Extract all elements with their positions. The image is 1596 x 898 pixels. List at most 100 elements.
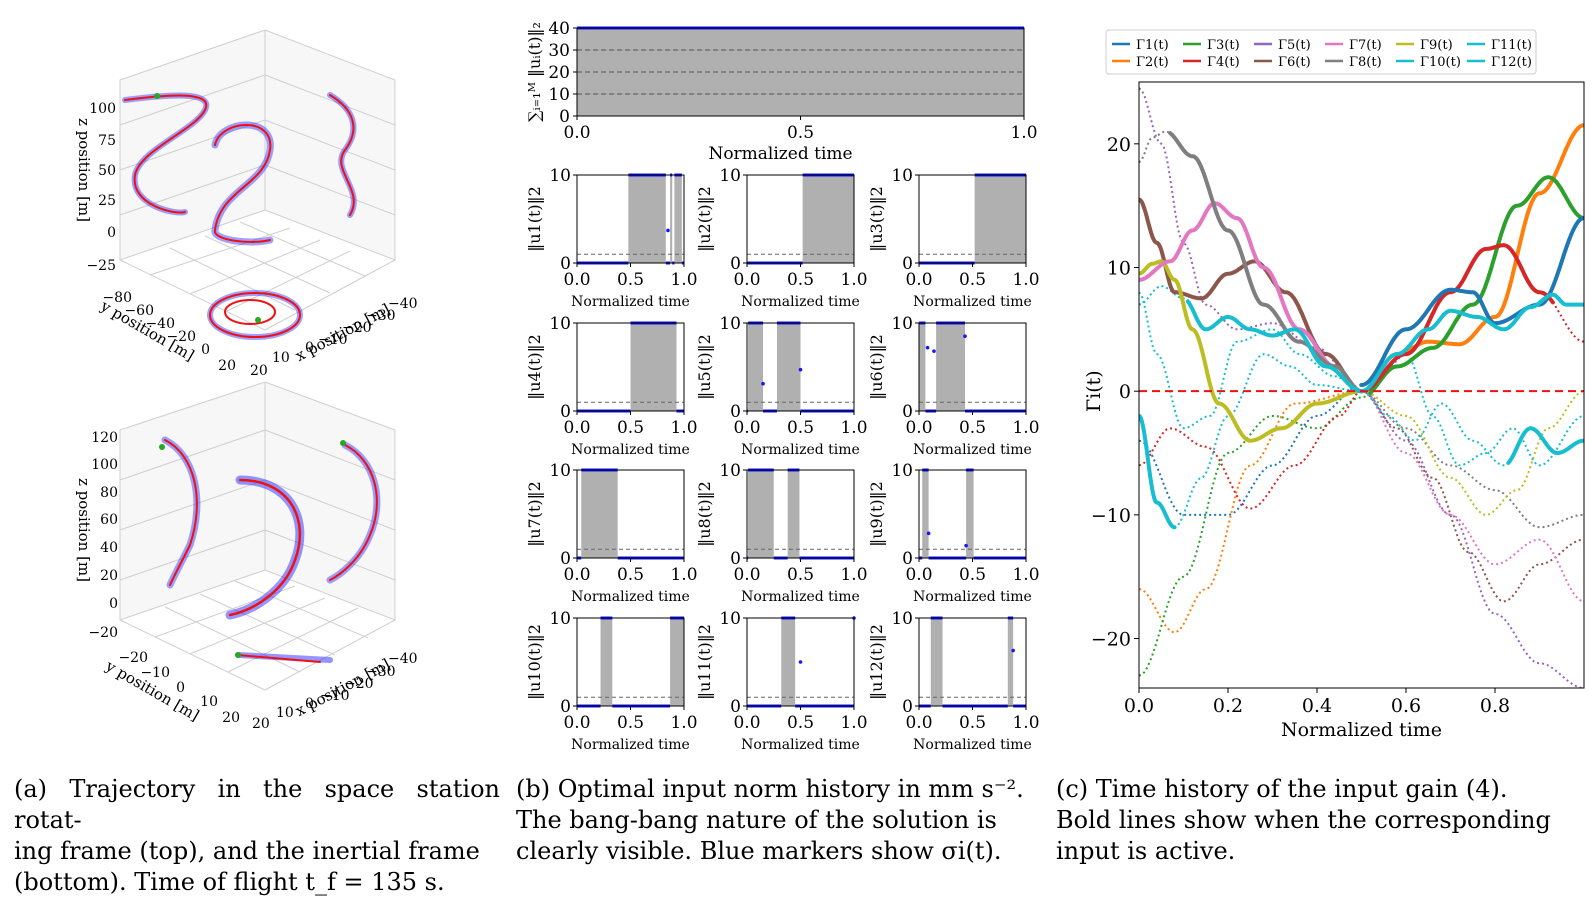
- input-xtick-label: 1.0: [670, 565, 697, 585]
- input-xtick-label: 0.0: [563, 713, 590, 733]
- gain-legend-label: Γ8(t): [1349, 55, 1382, 70]
- input-active-region: [974, 175, 1026, 263]
- input-xtick-label: 0.5: [617, 270, 644, 290]
- svg-text:−20: −20: [344, 676, 374, 692]
- panel-a: z position [m] y position [m] x position…: [0, 0, 510, 760]
- svg-text:40: 40: [100, 540, 118, 556]
- svg-text:−20: −20: [118, 650, 148, 666]
- sum-ytick-label: 0: [559, 107, 570, 127]
- caption-b-line: (b) Optimal input norm history in mm s⁻²…: [516, 775, 1024, 803]
- input-ytick-label: 0: [730, 254, 741, 274]
- panel-a-figure: z position [m] y position [m] x position…: [75, 29, 418, 732]
- input-ytick-label: 10: [549, 461, 571, 481]
- gain-ytick-label: −20: [1091, 629, 1131, 651]
- top-trajectory-xy-red: [209, 292, 301, 338]
- svg-text:−80: −80: [102, 290, 132, 306]
- input-xtick-label: 0.5: [959, 565, 986, 585]
- gain-series-bold: [1359, 292, 1584, 394]
- bottom-y-ticks: −20 −10 0 10 20: [118, 650, 240, 726]
- top-trajectory-xy-inner: [224, 299, 276, 325]
- input-active-region: [674, 175, 682, 263]
- svg-text:0: 0: [107, 225, 116, 241]
- input-ytick-label: 10: [719, 609, 741, 629]
- input-ytick-label: 0: [902, 254, 913, 274]
- sigma-marker: [964, 543, 968, 548]
- top-trajectory-3d-red: [214, 124, 272, 243]
- gain-legend-label: Γ3(t): [1207, 38, 1240, 53]
- input-ylabel: ‖u6(t)‖2: [867, 334, 886, 400]
- input-ytick-label: 0: [902, 402, 913, 422]
- input-xtick-label: 1.0: [1012, 270, 1039, 290]
- input-xtick-label: 1.0: [840, 270, 867, 290]
- gain-legend-label: Γ10(t): [1420, 55, 1461, 70]
- input-ylabel: ‖u9(t)‖2: [867, 481, 886, 547]
- gain-ytick-label: 10: [1107, 258, 1131, 280]
- gain-legend-box: [1105, 29, 1537, 75]
- gain-series-bold: [1368, 175, 1584, 395]
- input-xtick-label: 0.5: [617, 713, 644, 733]
- sigma-marker: [761, 381, 765, 386]
- input-ytick-label: 0: [730, 549, 741, 569]
- svg-text:10: 10: [276, 705, 294, 721]
- input-xtick-label: 0.0: [905, 418, 932, 438]
- input-xtick-label: 0.0: [733, 270, 760, 290]
- svg-text:50: 50: [98, 163, 116, 179]
- svg-text:−10: −10: [318, 332, 348, 348]
- bottom-trajectory-yz-red: [164, 439, 198, 586]
- svg-text:20: 20: [218, 358, 236, 374]
- gain-xtick-label: 0.6: [1391, 695, 1421, 717]
- svg-text:75: 75: [98, 133, 116, 149]
- input-xtick-label: 1.0: [1012, 713, 1039, 733]
- gain-series-dotted: [1139, 260, 1584, 516]
- input-active-region: [748, 323, 764, 411]
- gain-xtick-label: 0.2: [1213, 695, 1243, 717]
- input-xtick-label: 1.0: [1012, 418, 1039, 438]
- gain-series-bold: [1506, 426, 1584, 465]
- input-active-region: [776, 323, 801, 411]
- gain-series-dotted: [1139, 124, 1584, 634]
- input-xtick-label: 0.0: [563, 270, 590, 290]
- sum-ytick-label: 10: [548, 85, 570, 105]
- svg-text:0: 0: [109, 596, 118, 612]
- caption-a: (a) Trajectory in the space station rota…: [14, 774, 500, 898]
- sum-xtick-label: 1.0: [1010, 123, 1037, 143]
- sum-ylabel: ∑ᵢ₌₁ᴹ ‖uᵢ(t)‖₂: [525, 22, 544, 122]
- input-active-region: [600, 618, 613, 706]
- input-ytick-label: 10: [891, 166, 913, 186]
- input-xlabel: Normalized time: [741, 294, 860, 310]
- svg-text:100: 100: [91, 457, 118, 473]
- svg-text:100: 100: [89, 101, 116, 117]
- gain-series-dotted: [1139, 176, 1584, 677]
- top-3d-plot: [119, 29, 396, 331]
- input-ytick-label: 10: [891, 609, 913, 629]
- caption-a-line: ing frame (top), and the inertial frame: [14, 837, 480, 865]
- caption-b: (b) Optimal input norm history in mm s⁻²…: [516, 774, 1036, 867]
- input-ytick-label: 0: [902, 549, 913, 569]
- caption-a-line: (bottom). Time of flight t_f = 135 s.: [14, 868, 445, 896]
- gain-legend-label: Γ4(t): [1207, 55, 1240, 70]
- sigma-marker: [925, 345, 930, 350]
- svg-text:0: 0: [176, 680, 185, 696]
- input-xlabel: Normalized time: [571, 442, 690, 458]
- gain-series-group: [1139, 87, 1584, 688]
- input-xtick-label: 0.5: [959, 713, 986, 733]
- input-xtick-label: 0.5: [787, 565, 814, 585]
- caption-c: (c) Time history of the input gain (4). …: [1056, 774, 1556, 867]
- svg-text:−20: −20: [88, 625, 118, 641]
- start-markers: [154, 93, 346, 658]
- input-xtick-label: 1.0: [670, 713, 697, 733]
- input-active-region: [919, 323, 926, 411]
- input-active-region: [581, 470, 618, 558]
- top-trajectory-xz-red: [329, 94, 355, 216]
- svg-text:−40: −40: [145, 316, 175, 332]
- input-active-region: [802, 175, 854, 263]
- svg-text:−25: −25: [86, 258, 116, 274]
- input-xtick-label: 0.0: [905, 565, 932, 585]
- input-active-region: [670, 175, 673, 263]
- sigma-marker: [798, 660, 803, 664]
- bottom-3d-plot: [119, 381, 396, 691]
- top-x-ticks: −40 −30 −20 −10 0 10 20: [250, 296, 418, 379]
- sigma-marker: [926, 531, 931, 536]
- input-ylabel: ‖u8(t)‖2: [695, 481, 714, 547]
- input-ytick-label: 0: [560, 697, 571, 717]
